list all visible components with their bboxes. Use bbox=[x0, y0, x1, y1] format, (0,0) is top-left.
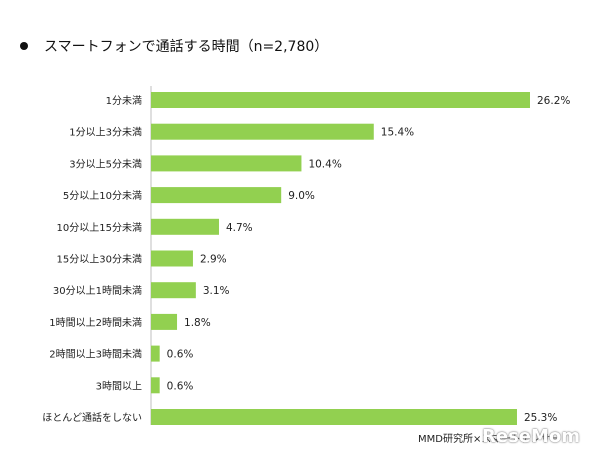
chart-title-row: スマートフォンで通話する時間（n=2,780） bbox=[20, 36, 328, 56]
bar bbox=[151, 409, 517, 425]
category-label: 30分以上1時間未満 bbox=[53, 285, 142, 297]
value-label: 10.4% bbox=[308, 158, 341, 170]
category-label: 10分以上15分未満 bbox=[57, 222, 142, 234]
category-label: 1時間以上2時間未満 bbox=[49, 317, 142, 329]
value-label: 3.1% bbox=[203, 285, 230, 297]
bar bbox=[151, 345, 160, 362]
value-label: 0.6% bbox=[167, 349, 194, 361]
value-label: 4.7% bbox=[226, 222, 253, 234]
category-label: 5分以上10分未満 bbox=[63, 190, 142, 202]
category-label: 2時間以上3時間未満 bbox=[49, 349, 142, 361]
bar bbox=[151, 250, 193, 267]
value-label: 9.0% bbox=[288, 190, 315, 202]
bullet-icon bbox=[20, 42, 28, 50]
source-credit: MMD研究所×スマートアンサー bbox=[418, 434, 561, 445]
category-label: 1分未満 bbox=[106, 95, 142, 107]
category-label: ほとんど通話をしない bbox=[42, 411, 142, 424]
bar bbox=[151, 218, 219, 235]
bar bbox=[151, 187, 282, 204]
value-label: 0.6% bbox=[167, 380, 194, 392]
bar bbox=[151, 155, 302, 172]
value-label: 2.9% bbox=[200, 254, 227, 266]
bar bbox=[151, 123, 374, 140]
value-label: 26.2% bbox=[537, 95, 570, 107]
bar bbox=[151, 313, 178, 330]
category-label: 15分以上30分未満 bbox=[57, 254, 142, 266]
chart-title: スマートフォンで通話する時間（n=2,780） bbox=[44, 39, 329, 55]
bar bbox=[151, 377, 160, 394]
value-label: 1.8% bbox=[184, 317, 211, 329]
resemom-logo: ReseMom bbox=[482, 426, 581, 447]
category-label: 1分以上3分未満 bbox=[69, 127, 142, 139]
bar bbox=[151, 282, 196, 299]
value-label: 25.3% bbox=[524, 412, 557, 424]
bar bbox=[151, 92, 530, 108]
value-label: 15.4% bbox=[381, 127, 414, 139]
category-label: 3時間以上 bbox=[96, 380, 142, 392]
category-label: 3分以上5分未満 bbox=[69, 158, 142, 170]
